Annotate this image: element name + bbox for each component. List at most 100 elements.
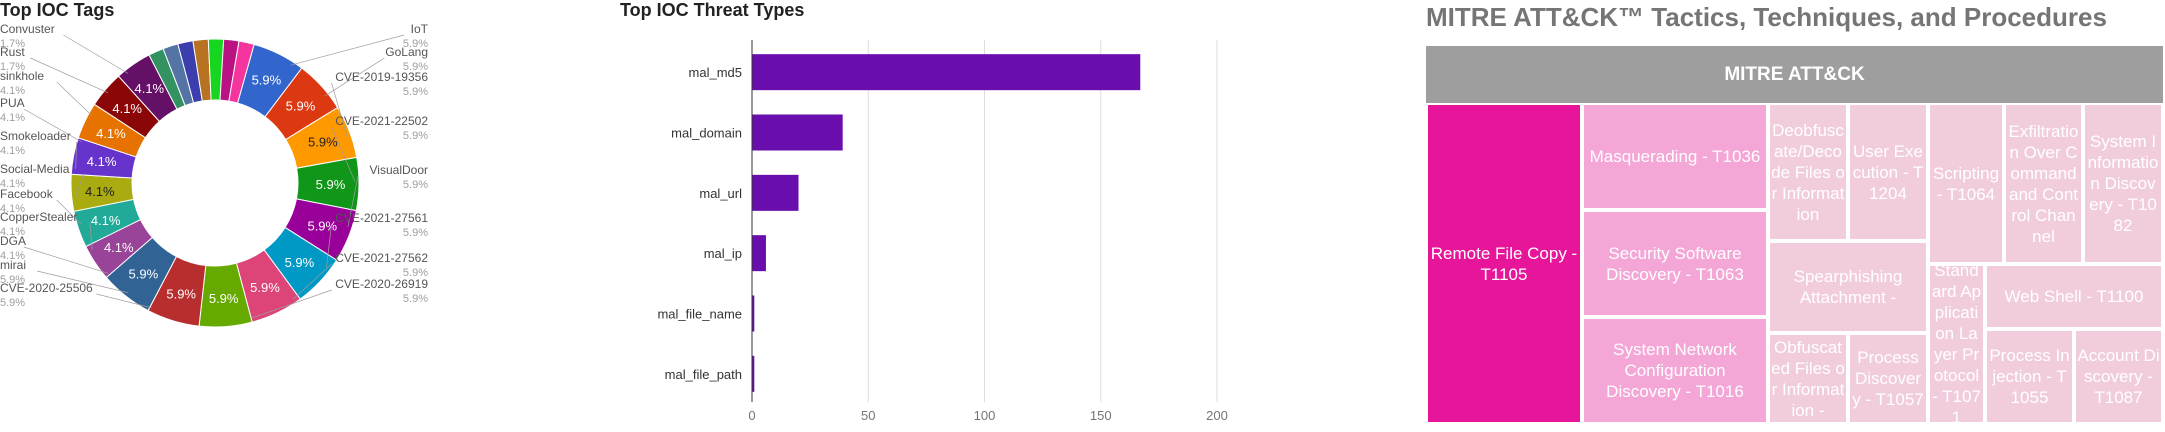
treemap-cell-label: Process Discovery - T1057 bbox=[1852, 348, 1924, 409]
treemap-cell[interactable]: Masquerading - T1036 bbox=[1582, 103, 1768, 210]
legend-percent: 5.9% bbox=[403, 61, 428, 73]
legend-leader-line bbox=[290, 34, 405, 66]
donut-chart-title: Top IOC Tags bbox=[0, 0, 115, 20]
legend-leader-line bbox=[56, 81, 93, 117]
treemap-cell-label: Security Software Discovery - T1063 bbox=[1606, 243, 1744, 284]
treemap-cell-label: Masquerading - T1036 bbox=[1589, 147, 1761, 166]
treemap-cell[interactable]: Remote File Copy - T1105 bbox=[1426, 103, 1582, 424]
legend-name: Rust bbox=[0, 45, 25, 59]
legend-name: sinkhole bbox=[0, 69, 44, 83]
mitre-attack-panel: MITRE ATT&CK™ Tactics, Techniques, and P… bbox=[1410, 0, 2165, 427]
legend-percent: 4.1% bbox=[0, 178, 25, 190]
y-tick-label: mal_ip bbox=[704, 246, 742, 261]
treemap-cell-label: Scripting - T1064 bbox=[1932, 163, 2000, 204]
treemap-root-header[interactable]: MITRE ATT&CK bbox=[1426, 46, 2163, 103]
legend-leader-line bbox=[75, 174, 84, 198]
legend-percent: 5.9% bbox=[403, 227, 428, 239]
y-tick-label: mal_file_path bbox=[665, 367, 742, 382]
legend-leader-line bbox=[75, 141, 77, 170]
treemap-cell-label: Standard Application Layer Protocol - T1… bbox=[1931, 264, 1982, 424]
treemap-cell-label: System Information Discovery - T1082 bbox=[2087, 132, 2159, 235]
treemap-cell-label: Web Shell - T1100 bbox=[2004, 287, 2144, 306]
treemap-title: MITRE ATT&CK™ Tactics, Techniques, and P… bbox=[1426, 2, 2107, 32]
donut-slice-label: 4.1% bbox=[96, 126, 126, 141]
donut-slice-label: 5.9% bbox=[286, 98, 316, 113]
legend-percent: 4.1% bbox=[0, 145, 25, 157]
donut-slice-label: 4.1% bbox=[85, 184, 115, 199]
treemap-cell-label: Exfiltration Over Command and Control Ch… bbox=[2008, 121, 2079, 246]
treemap-cell[interactable]: Spearphishing Attachment - bbox=[1768, 241, 1928, 333]
legend-percent: 1.7% bbox=[0, 61, 25, 73]
treemap: MITRE ATT&CK Remote File Copy - T1105 Mas… bbox=[1426, 46, 2163, 424]
legend-percent: 5.9% bbox=[403, 267, 428, 279]
legend-leader-line bbox=[63, 34, 129, 74]
legend-percent: 5.9% bbox=[403, 38, 428, 50]
donut-slice-label: 5.9% bbox=[252, 73, 282, 88]
treemap-cell[interactable]: System Network Configuration Discovery -… bbox=[1582, 317, 1768, 424]
treemap-cell[interactable]: Process Discovery - T1057 bbox=[1848, 333, 1928, 424]
legend-percent: 5.9% bbox=[403, 293, 428, 305]
treemap-cell[interactable]: Process Injection - T1055 bbox=[1985, 329, 2074, 424]
treemap-cell-label: System Network Configuration Discovery -… bbox=[1606, 340, 1744, 401]
bar-mal_file_path bbox=[752, 355, 755, 392]
y-tick-label: mal_url bbox=[699, 186, 742, 201]
donut-slice-label: 5.9% bbox=[285, 255, 315, 270]
donut-slice-label: 5.9% bbox=[250, 280, 280, 295]
donut-slice-label: 5.9% bbox=[209, 291, 239, 306]
legend-name: mirai bbox=[0, 258, 26, 272]
top-ioc-tags-panel: Top IOC Tags 5.9% 5.9% 5.9% 5.9% 5.9% 5.9% 5.9… bbox=[0, 0, 600, 427]
treemap-cell[interactable]: Scripting - T1064 bbox=[1928, 103, 2004, 264]
donut-slice-label: 4.1% bbox=[87, 154, 117, 169]
x-tick-label: 50 bbox=[861, 408, 875, 423]
legend-name: GoLang bbox=[385, 45, 428, 59]
legend-percent: 1.7% bbox=[0, 38, 25, 50]
treemap-cell[interactable]: Security Software Discovery - T1063 bbox=[1582, 210, 1768, 317]
treemap-cell-label: Process Injection - T1055 bbox=[1989, 346, 2070, 407]
donut-slice-23 bbox=[228, 40, 255, 104]
x-tick-label: 150 bbox=[1090, 408, 1112, 423]
legend-name: CVE-2020-25506 bbox=[0, 281, 93, 295]
legend-leader-line bbox=[347, 175, 359, 228]
legend-leader-line bbox=[89, 222, 93, 251]
donut-slice-label: 4.1% bbox=[91, 213, 121, 228]
legend-percent: 5.9% bbox=[403, 86, 428, 98]
legend-name: CVE-2020-26919 bbox=[335, 277, 428, 291]
bar-mal_ip bbox=[752, 235, 766, 272]
donut-slice-label: 5.9% bbox=[316, 177, 346, 192]
legend-percent: 5.9% bbox=[0, 297, 25, 309]
donut-slice-label: 4.1% bbox=[134, 81, 164, 96]
legend-name: DGA bbox=[0, 234, 26, 248]
legend-leader-line bbox=[331, 82, 348, 137]
treemap-cell[interactable]: Standard Application Layer Protocol - T1… bbox=[1928, 264, 1985, 424]
top-ioc-threat-types-panel: Top IOC Threat Types 0 50 100 150 200 mal_md5… bbox=[620, 0, 1390, 427]
legend-name: VisualDoor bbox=[370, 163, 428, 177]
treemap-cell[interactable]: Deobfuscate/Decode Files or Information bbox=[1768, 103, 1848, 241]
legend-name: Smokeloader bbox=[0, 129, 71, 143]
legend-leader-line bbox=[96, 293, 152, 309]
legend-name: IoT bbox=[411, 22, 429, 36]
treemap-cell[interactable]: User Execution - T1204 bbox=[1848, 103, 1928, 241]
legend-name: CVE-2021-27561 bbox=[335, 211, 428, 225]
legend-name: CVE-2021-27562 bbox=[335, 251, 428, 265]
treemap-cell-label: Obfuscated Files or Information - bbox=[1771, 337, 1845, 420]
legend-name: Facebook bbox=[0, 187, 54, 201]
x-tick-label: 200 bbox=[1206, 408, 1228, 423]
donut-slice-label: 4.1% bbox=[112, 101, 142, 116]
legend-leader-line bbox=[250, 289, 332, 319]
donut-slice-label: 5.9% bbox=[307, 219, 337, 234]
legend-name: CVE-2019-19356 bbox=[335, 70, 428, 84]
treemap-cell[interactable]: Account Discovery - T1087 bbox=[2074, 329, 2163, 424]
treemap-cell[interactable]: Web Shell - T1100 bbox=[1985, 264, 2163, 329]
treemap-cell[interactable]: System Information Discovery - T1082 bbox=[2083, 103, 2163, 264]
treemap-cell[interactable]: Exfiltration Over Command and Control Ch… bbox=[2004, 103, 2083, 264]
treemap-cell-label: User Execution - T1204 bbox=[1852, 141, 1924, 203]
legend-leader-line bbox=[30, 57, 109, 94]
legend-leader-line bbox=[331, 126, 356, 182]
legend-percent: 5.9% bbox=[0, 274, 25, 286]
legend-percent: 4.1% bbox=[0, 203, 25, 215]
legend-leader-line bbox=[326, 223, 332, 268]
y-tick-label: mal_domain bbox=[671, 126, 742, 141]
treemap-cell-label: Remote File Copy - T1105 bbox=[1430, 243, 1578, 284]
treemap-cell[interactable]: Obfuscated Files or Information - bbox=[1768, 333, 1848, 424]
legend-percent: 4.1% bbox=[0, 85, 25, 97]
